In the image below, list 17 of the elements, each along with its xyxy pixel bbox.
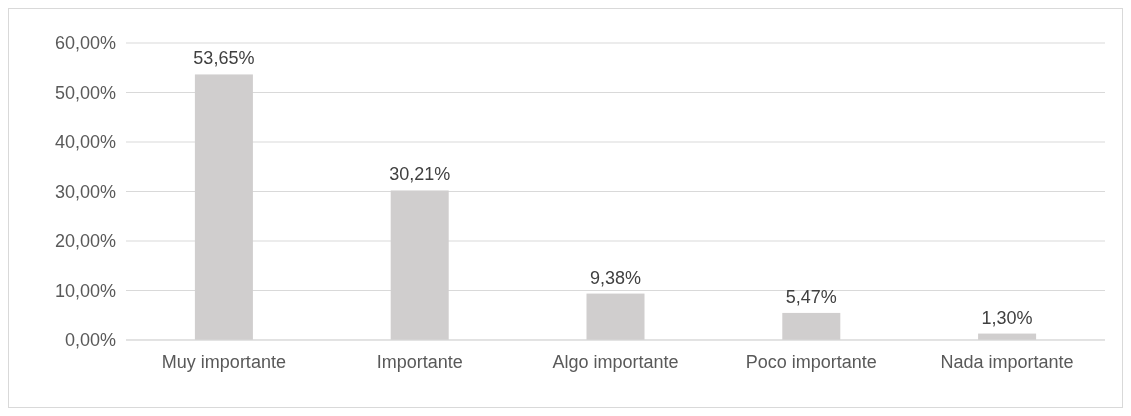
data-label: 1,30%: [981, 307, 1033, 328]
data-label: 30,21%: [389, 164, 451, 185]
x-tick-label: Muy importante: [161, 352, 286, 372]
x-tick-label: Poco importante: [745, 352, 877, 372]
y-tick-label: 10,00%: [54, 280, 116, 301]
x-tick-label: Importante: [376, 352, 463, 372]
data-label: 53,65%: [193, 48, 255, 69]
y-tick-label: 40,00%: [54, 132, 116, 153]
y-tick-label: 60,00%: [54, 33, 116, 54]
x-tick-label: Nada importante: [940, 352, 1074, 372]
x-tick-label: Algo importante: [552, 352, 679, 372]
data-label: 9,38%: [589, 267, 642, 288]
y-tick-label: 50,00%: [54, 82, 116, 103]
y-tick-label: 20,00%: [54, 231, 116, 252]
data-label: 5,47%: [785, 286, 837, 307]
y-tick-label: 30,00%: [54, 181, 116, 202]
y-tick-label: 0,00%: [64, 330, 116, 351]
